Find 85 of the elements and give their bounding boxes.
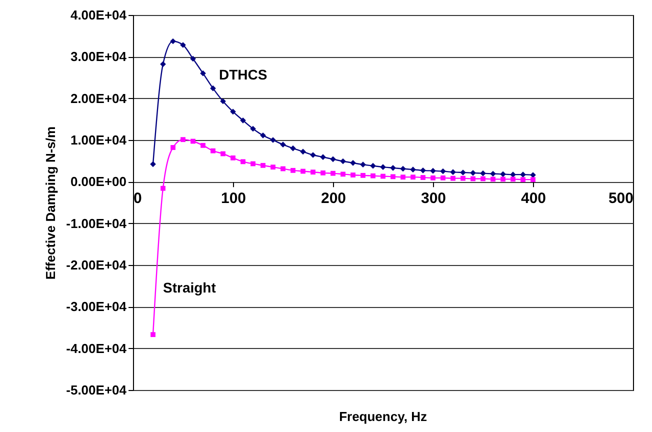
point — [200, 142, 206, 148]
point — [450, 176, 456, 181]
point — [160, 61, 166, 68]
point — [490, 170, 496, 177]
point — [310, 170, 316, 175]
point — [440, 168, 446, 174]
point — [180, 137, 186, 142]
point — [330, 170, 336, 176]
y-tick-label: 1.00E+04 — [70, 132, 128, 148]
point — [320, 170, 326, 176]
point — [510, 176, 516, 182]
y-tick-label: -4.00E+04 — [66, 340, 128, 356]
y-tick-label: 3.00E+04 — [70, 49, 128, 64]
point — [370, 173, 376, 178]
point — [470, 170, 476, 176]
point — [380, 174, 386, 179]
point — [390, 174, 396, 180]
point — [250, 126, 256, 132]
point — [220, 98, 226, 104]
point — [530, 177, 536, 182]
y-axis-title: Effective Damping N-s/m — [43, 126, 58, 280]
point — [390, 165, 396, 171]
point — [220, 151, 226, 156]
point — [370, 162, 376, 169]
point — [520, 177, 526, 182]
point — [190, 138, 196, 144]
point — [290, 168, 296, 173]
point — [330, 156, 336, 162]
series-label: Straight — [163, 280, 216, 296]
y-tick-label: 0.00E+00 — [70, 174, 126, 190]
point — [400, 174, 406, 180]
point — [350, 160, 356, 166]
point — [240, 159, 246, 164]
point — [280, 166, 286, 172]
point — [240, 118, 246, 124]
point — [500, 176, 506, 182]
point — [210, 85, 216, 92]
x-tick-label: 300 — [420, 190, 446, 208]
point — [440, 175, 446, 180]
point — [150, 161, 156, 168]
point — [270, 164, 276, 170]
x-tick-label: 100 — [220, 190, 246, 208]
x-tick-label: 400 — [520, 190, 546, 208]
point — [490, 176, 496, 182]
point — [470, 176, 476, 182]
point — [480, 170, 486, 176]
y-tick-label: -5.00E+04 — [66, 382, 128, 398]
point — [190, 56, 196, 62]
x-axis-title: Frequency, Hz — [339, 409, 428, 424]
point — [340, 158, 346, 164]
point — [290, 145, 296, 152]
point — [420, 168, 426, 174]
point — [260, 162, 266, 168]
point — [170, 145, 176, 150]
y-tick-label: 4.00E+04 — [70, 8, 128, 22]
x-tick-label: 0 — [134, 190, 142, 208]
point — [200, 70, 206, 76]
y-tick-label: 2.00E+04 — [70, 90, 128, 106]
point — [480, 176, 486, 182]
point — [430, 175, 436, 180]
x-tick-label: 200 — [320, 190, 346, 208]
point — [500, 171, 506, 178]
y-tick-label: -3.00E+04 — [66, 299, 128, 314]
point — [300, 168, 306, 174]
point — [210, 148, 216, 154]
point — [160, 186, 166, 191]
point — [150, 332, 156, 338]
point — [260, 132, 266, 138]
point — [350, 172, 356, 178]
point — [170, 38, 176, 44]
point — [360, 172, 366, 178]
point — [230, 155, 236, 160]
point — [460, 176, 466, 181]
y-tick-label: -2.00E+04 — [66, 258, 128, 272]
series-label: DTHCS — [219, 66, 268, 82]
point — [420, 175, 426, 180]
y-tick-label: -1.00E+04 — [66, 216, 128, 231]
point — [300, 148, 306, 155]
point — [230, 108, 236, 115]
point — [410, 174, 416, 180]
point — [250, 161, 256, 166]
x-tick-label: 500 — [608, 190, 634, 208]
point — [430, 168, 436, 174]
point — [340, 172, 346, 177]
point — [400, 166, 406, 172]
